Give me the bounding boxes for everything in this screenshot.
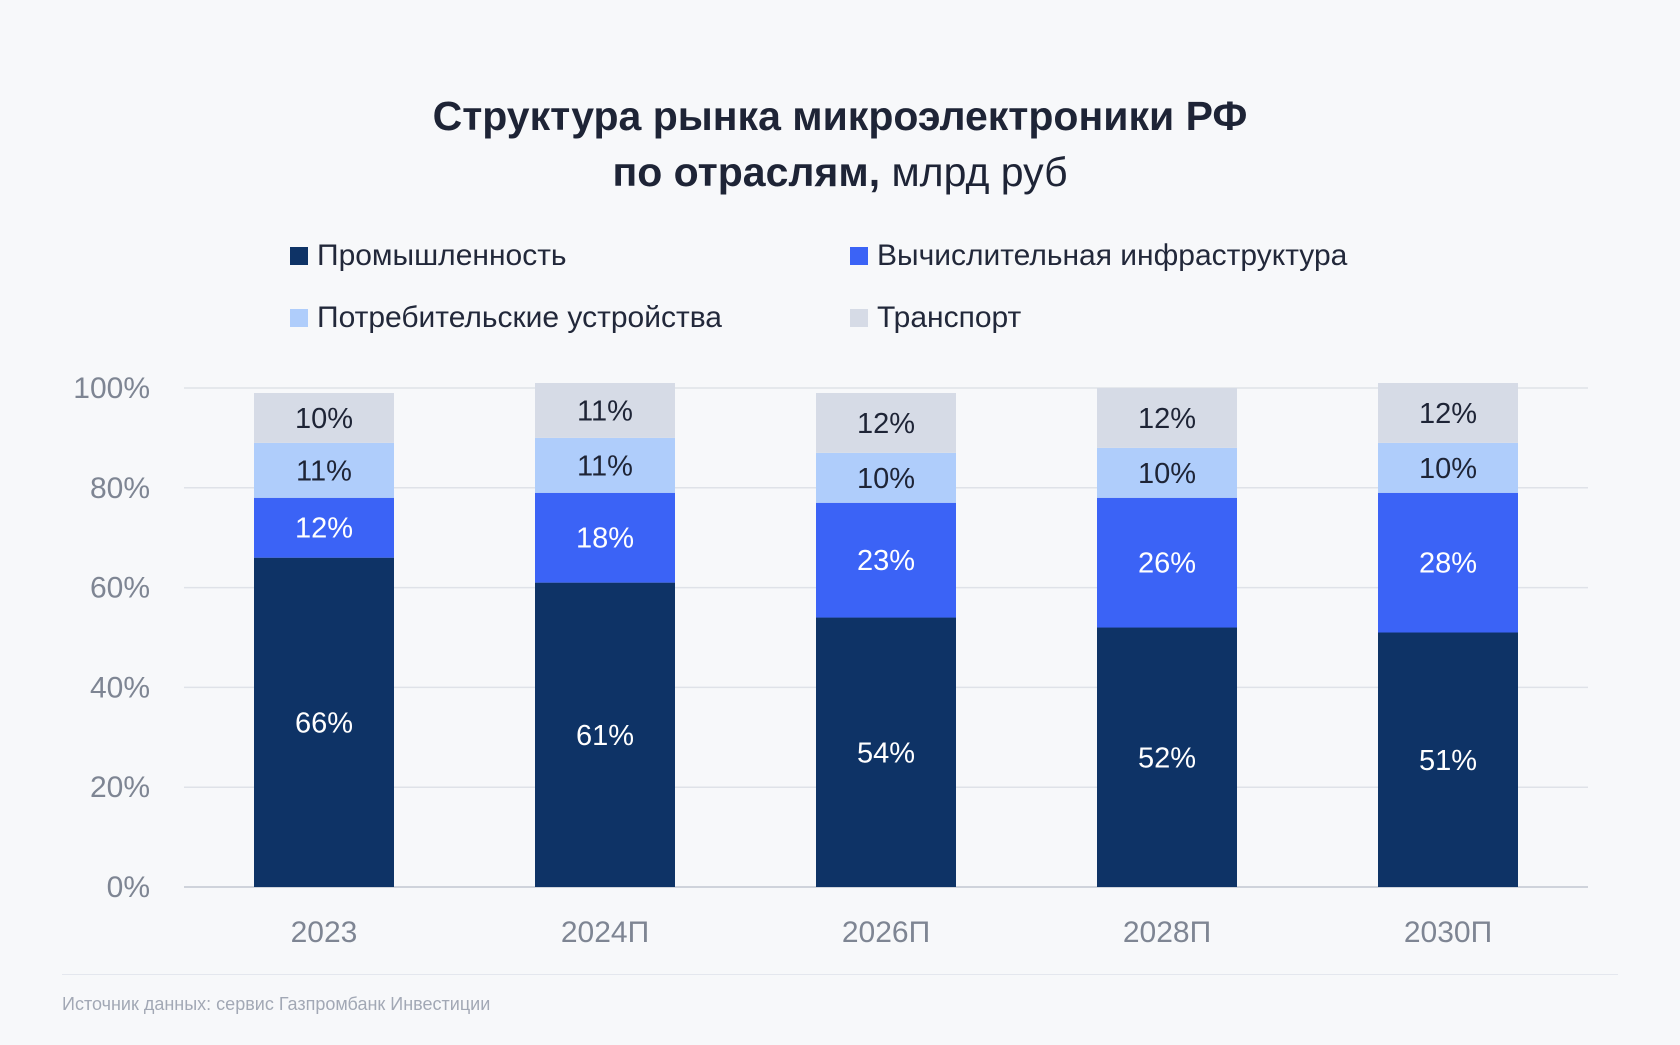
source-note: Источник данных: сервис Газпромбанк Инве… [62,994,491,1014]
bar-segment [535,492,675,583]
data-label: 10% [1419,453,1477,485]
data-label: 54% [857,737,915,769]
bar-segment [254,442,394,498]
data-label: 10% [1138,458,1196,490]
data-label: 12% [857,408,915,440]
bar-segment [1378,492,1518,633]
chart-title-bold: по отраслям, [612,149,881,195]
bar-segment [1378,442,1518,493]
bar-segment [1097,627,1237,887]
y-tick-label: 40% [90,671,150,704]
data-label: 52% [1138,742,1196,774]
bar-segment [816,502,956,618]
legend: Промышленность Вычислительная инфраструк… [290,238,1470,336]
data-label: 10% [295,403,353,435]
stacked-bar-chart: 0% 20% 40% 60% 80% 100% 66% 12% 11% 10% 2023 61% 18%… [73,372,1588,949]
x-tick-label: 2023 [291,916,358,949]
legend-label-industry: Промышленность [317,239,567,272]
y-tick-label: 80% [90,472,150,505]
data-label: 12% [1138,403,1196,435]
legend-swatch-computing [850,247,868,265]
y-tick-label: 60% [90,572,150,605]
data-label: 23% [857,545,915,577]
x-tick-label: 2030П [1404,916,1492,949]
legend-item-consumer: Потребительские устройства [290,300,850,336]
data-label: 12% [1419,398,1477,430]
x-tick-label: 2024П [561,916,649,949]
bar-segment [254,557,394,887]
data-label: 61% [576,720,634,752]
legend-swatch-transport [850,309,868,327]
bar-segment [1097,497,1237,628]
data-label: 18% [576,523,634,555]
bar-segment [1097,388,1237,448]
data-label: 11% [577,450,633,482]
bar-segment [1378,632,1518,887]
legend-label-computing: Вычислительная инфраструктура [877,239,1348,272]
data-label: 51% [1419,745,1477,777]
bar-segment [535,383,675,438]
legend-label-transport: Транспорт [877,301,1022,334]
y-tick-label: 100% [73,372,150,405]
bar-segment [535,582,675,887]
data-label: 28% [1419,548,1477,580]
legend-item-transport: Транспорт [850,300,1410,336]
chart-title-line2: по отраслям, млрд руб [0,144,1680,200]
x-tick-label: 2026П [842,916,930,949]
bar-segment [535,437,675,493]
footer-divider [62,974,1618,975]
x-tick-label: 2028П [1123,916,1211,949]
bar-segment [254,392,394,443]
legend-label-consumer: Потребительские устройства [317,301,722,334]
bar-segment [816,452,956,503]
bar-segment [816,392,956,453]
chart-title-line1: Структура рынка микроэлектроники РФ [432,93,1248,139]
bar-segment [1097,447,1237,498]
data-label: 12% [295,513,353,545]
data-label: 26% [1138,548,1196,580]
legend-swatch-consumer [290,309,308,327]
y-tick-label: 0% [107,871,150,904]
bar-segment [1378,383,1518,443]
legend-item-computing: Вычислительная инфраструктура [850,238,1410,274]
data-label: 11% [296,455,352,487]
bar-segment [816,617,956,887]
chart-title-unit: млрд руб [880,149,1068,195]
chart-title: Структура рынка микроэлектроники РФ по о… [0,88,1680,200]
y-tick-label: 20% [90,771,150,804]
data-label: 11% [577,395,633,427]
legend-swatch-industry [290,247,308,265]
bar-segment [254,497,394,558]
legend-item-industry: Промышленность [290,238,850,274]
data-label: 10% [857,463,915,495]
data-label: 66% [295,707,353,739]
